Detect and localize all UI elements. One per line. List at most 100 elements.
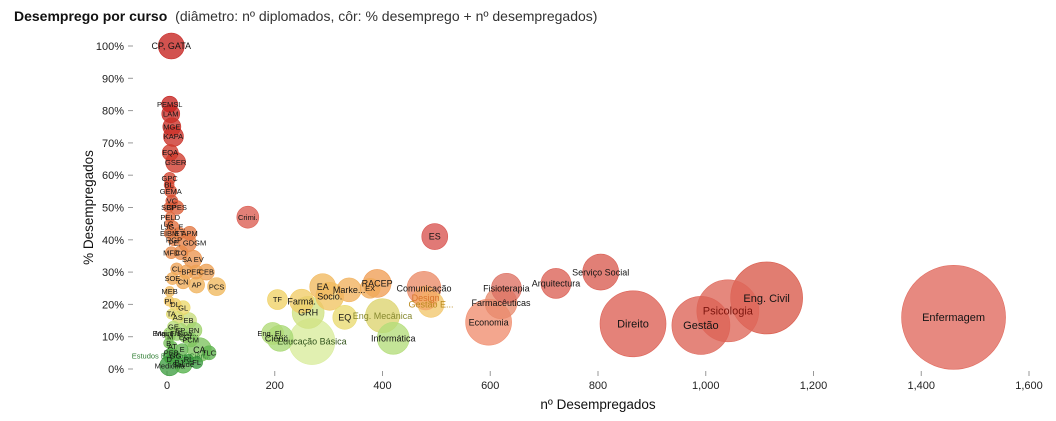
chart-title-subtitle: (diâmetro: nº diplomados, côr: % desempr… <box>175 8 598 24</box>
bubble[interactable] <box>165 246 178 260</box>
bubble[interactable] <box>166 308 177 320</box>
bubble[interactable] <box>413 285 438 311</box>
bubble[interactable] <box>582 253 619 291</box>
bubble[interactable] <box>201 345 217 361</box>
x-axis-tick-label: 600 <box>481 380 499 392</box>
bubble-label: GPC <box>162 174 179 183</box>
bubble-label: LJG, E. <box>160 223 185 232</box>
bubble-label: EGI <box>179 332 192 341</box>
bubble-label: CL <box>172 264 182 273</box>
bubble[interactable] <box>158 32 185 60</box>
y-axis-tick-label: 10% <box>102 332 124 344</box>
bubble[interactable] <box>421 223 449 250</box>
bubble-label: PL <box>165 297 174 306</box>
y-axis-tick-label: 20% <box>102 299 124 311</box>
bubble[interactable] <box>164 355 174 364</box>
chart-title: Desemprego por curso (diâmetro: nº diplo… <box>14 8 597 24</box>
y-axis-tick-label: 80% <box>102 106 124 118</box>
bubble-label: ET <box>175 229 185 238</box>
bubble[interactable] <box>183 354 194 365</box>
bubble-label: RGP <box>166 235 182 244</box>
x-axis-tick-label: 1,400 <box>907 380 935 392</box>
bubble-label: Arquitectura <box>532 279 581 289</box>
bubble-label: TLC <box>202 348 217 357</box>
bubble[interactable] <box>161 95 178 113</box>
bubble-label: Marke... <box>333 285 366 295</box>
bubble-label: GRH <box>298 308 318 318</box>
chart-title-main: Desemprego por curso <box>14 8 168 24</box>
bubble-label: PEMSL <box>157 100 182 109</box>
x-axis-title: nº Desempregados <box>540 397 655 412</box>
bubble-label: Maint. Fina... <box>155 329 198 338</box>
y-axis-tick-label: 60% <box>102 170 124 182</box>
bubble[interactable] <box>163 295 175 307</box>
bubble[interactable] <box>599 290 667 358</box>
bubble[interactable] <box>161 144 179 161</box>
bubble[interactable] <box>236 205 260 229</box>
bubble[interactable] <box>376 322 410 355</box>
bubble-label: FL <box>192 358 201 367</box>
bubble-label: PCS <box>209 282 224 291</box>
bubble[interactable] <box>166 272 179 285</box>
bubble[interactable] <box>163 228 175 239</box>
bubble-label: AT <box>168 342 177 351</box>
y-axis-tick-label: 90% <box>102 73 124 85</box>
bubble-label: GG <box>170 352 182 361</box>
bubble[interactable] <box>164 219 173 228</box>
bubble-label: Estudos Básicos Ciên... <box>132 352 211 361</box>
y-axis-tick-label: 70% <box>102 138 124 150</box>
bubble-label: CN <box>178 277 189 286</box>
bubble-label: EF <box>191 268 201 277</box>
bubble-label: E <box>180 345 185 354</box>
bubble[interactable] <box>261 322 284 345</box>
bubble-label: Direito <box>617 319 649 331</box>
bubble[interactable] <box>671 296 731 355</box>
bubble-label: RACEP <box>362 279 393 289</box>
bubble[interactable] <box>491 272 522 304</box>
y-axis-tick-label: 30% <box>102 267 124 279</box>
bubble-label: DL <box>170 300 180 309</box>
y-axis-tick-label: 0% <box>108 364 124 376</box>
x-axis-tick-label: 1,000 <box>692 380 720 392</box>
bubble-label: Socio. <box>317 291 342 301</box>
bubble[interactable] <box>540 268 572 299</box>
bubble-label: CO <box>175 248 186 257</box>
bubble-label: BP <box>181 268 191 277</box>
bubble[interactable] <box>188 264 204 280</box>
bubble-label: Crimi. <box>238 213 258 222</box>
bubble[interactable] <box>359 277 381 299</box>
bubble[interactable] <box>332 305 358 330</box>
bubble-label: AP <box>192 281 202 290</box>
bubble[interactable] <box>163 179 175 191</box>
bubble-label: PJ <box>174 358 183 367</box>
bubble-label: GEMA <box>160 187 182 196</box>
bubble-label: SBP <box>161 203 176 212</box>
bubble-label: CA <box>193 345 206 355</box>
bubble-label: FP <box>176 326 186 335</box>
bubble-label: ES <box>429 232 441 242</box>
x-axis-tick-label: 400 <box>373 380 391 392</box>
bubble[interactable] <box>289 288 314 314</box>
bubble-label: Eng. Civil <box>743 293 789 305</box>
bubble-label: Farmacêuticas <box>472 298 532 308</box>
bubble[interactable] <box>309 273 336 300</box>
bubble[interactable] <box>207 277 226 296</box>
bubble[interactable] <box>267 289 288 310</box>
y-axis-tick-label: 100% <box>96 41 124 53</box>
bubble-label: TA <box>167 310 176 319</box>
bubble-label: Medicina <box>155 361 186 370</box>
bubble-label: Ciênc... <box>265 333 296 343</box>
bubble[interactable] <box>162 117 182 137</box>
bubble-label: GE <box>168 323 179 332</box>
bubble-label: MFD <box>163 248 180 257</box>
bubble-label: Economia <box>469 317 509 327</box>
bubble[interactable] <box>901 265 1006 370</box>
bubble[interactable] <box>173 357 185 368</box>
bubble-label: M <box>167 332 173 341</box>
bubble-label: KAPA <box>164 132 183 141</box>
bubble-label: Saúde <box>172 360 194 369</box>
bubble-label: APM <box>181 229 197 238</box>
bubble[interactable] <box>179 330 192 344</box>
y-axis-tick-label: 50% <box>102 203 124 215</box>
